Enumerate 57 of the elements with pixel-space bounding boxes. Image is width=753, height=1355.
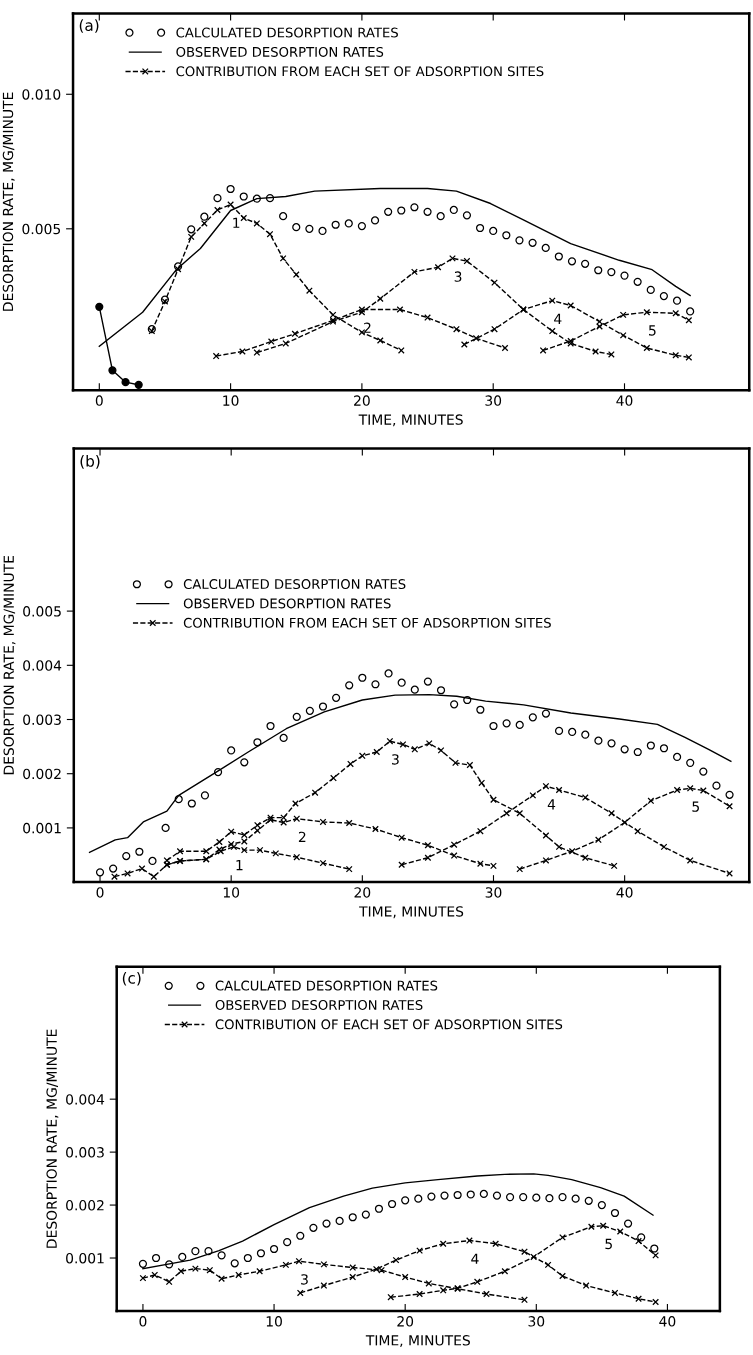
x-tick-label: 40: [616, 887, 633, 898]
y-tick-label: 0.003: [66, 1147, 104, 1158]
annotation: 5: [605, 1238, 612, 1250]
x-tick-label: 30: [485, 395, 502, 406]
annotation: 3: [301, 1274, 308, 1285]
chart-title: (a): [79, 19, 99, 33]
y-tick-label: 0.004: [23, 660, 62, 671]
legend-label: OBSERVED DESORPTION RATES: [183, 598, 391, 609]
x-axis-title: TIME, MINUTES: [358, 414, 463, 427]
y-tick-label: 0.005: [23, 606, 61, 617]
y-tick-label: 0.001: [66, 1252, 104, 1264]
legend-label: CALCULATED DESORPTION RATES: [183, 579, 406, 590]
annotation: 2: [298, 831, 306, 842]
y-tick-label: 0.002: [23, 768, 61, 780]
x-tick-label: 20: [397, 1316, 414, 1327]
y-axis-title: DESORPTION RATE, MG/MINUTE: [3, 555, 16, 775]
y-tick-label: 0.002: [66, 1200, 104, 1211]
legend-label: CALCULATED DESORPTION RATES: [215, 980, 438, 991]
x-tick-label: 10: [223, 395, 239, 406]
y-tick-label: 0.010: [22, 89, 61, 100]
x-tick-label: 10: [266, 1316, 282, 1327]
x-tick-label: 0: [96, 887, 104, 898]
x-tick-label: 40: [659, 1316, 676, 1327]
legend-label: CALCULATED DESORPTION RATES: [176, 27, 398, 38]
y-tick-label: 0.004: [66, 1094, 105, 1105]
legend-label: OBSERVED DESORPTION RATES: [215, 999, 423, 1010]
y-tick-label: 0.005: [22, 223, 61, 235]
annotation: 5: [692, 801, 699, 812]
chart-title: (c): [122, 971, 141, 986]
annotation: 4: [547, 799, 556, 810]
legend-label: CONTRIBUTION FROM EACH SET OF ADSORPTION SITES: [183, 617, 551, 628]
legend-label: CONTRIBUTION OF EACH SET OF ADSORPTION SITES: [215, 1019, 563, 1030]
y-axis-title: DESORPTION RATE, MG/MINUTE: [46, 1029, 59, 1248]
x-tick-label: 0: [139, 1316, 147, 1327]
x-tick-label: 0: [95, 395, 103, 406]
x-axis-title: TIME, MINUTES: [359, 906, 464, 919]
x-tick-label: 20: [354, 887, 371, 898]
annotation: 4: [471, 1253, 479, 1264]
y-tick-label: 0.001: [23, 822, 61, 834]
annotation: 4: [554, 313, 562, 324]
annotation: 1: [233, 217, 240, 228]
x-tick-label: 20: [354, 395, 370, 406]
x-tick-label: 10: [223, 887, 240, 898]
legend-label: CONTRIBUTION FROM EACH SET OF ADSORPTION SITES: [176, 66, 544, 77]
chart-title: (b): [80, 455, 100, 469]
x-tick-label: 40: [616, 395, 633, 406]
legend-label: OBSERVED DESORPTION RATES: [176, 46, 384, 57]
x-tick-label: 30: [528, 1316, 545, 1327]
y-axis-title: DESORPTION RATE, MG/MINUTE: [2, 92, 15, 311]
annotation: 2: [364, 322, 371, 333]
annotation: 3: [454, 271, 462, 282]
x-axis-title: TIME, MINUTES: [365, 1335, 470, 1347]
x-tick-label: 30: [485, 887, 502, 898]
annotation: 3: [392, 754, 399, 765]
y-tick-label: 0.003: [23, 714, 61, 725]
annotation: 5: [649, 325, 656, 336]
annotation: 1: [236, 860, 243, 871]
